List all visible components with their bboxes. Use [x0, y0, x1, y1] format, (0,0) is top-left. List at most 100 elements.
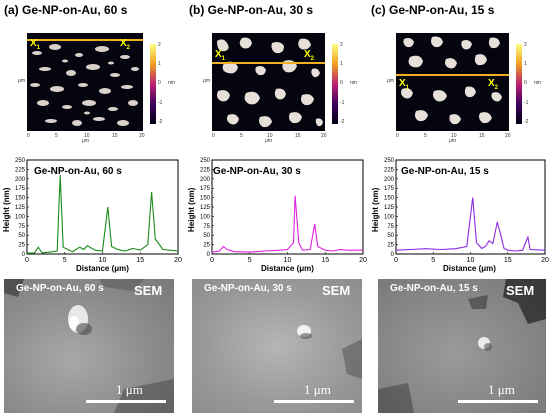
x-tick-label: 10 — [467, 257, 475, 264]
x-tick-label: 20 — [359, 257, 367, 264]
sem-c-scalebar — [458, 400, 538, 403]
sem-image-b: Ge-NP-on-Au, 30 s SEM 1 μm — [192, 279, 362, 413]
y-tick-label: 0 — [391, 252, 395, 258]
y-tick-label: 100 — [15, 214, 26, 220]
y-tick-label: 0 — [207, 252, 211, 258]
panel-c-title: (c) Ge-NP-on-Au, 15 s — [371, 3, 495, 17]
plot-c-xlabel: Distance (μm) — [443, 264, 496, 273]
x-tick-label: 15 — [321, 257, 329, 264]
sem-grains-a — [4, 279, 174, 413]
y-tick-label: 25 — [203, 243, 210, 249]
panel-b-title: (b) Ge-NP-on-Au, 30 s — [189, 3, 314, 17]
panel-c: (c) Ge-NP-on-Au, 15 s X1 X2 2 1 0 -1 -2 … — [371, 3, 541, 144]
y-tick-label: 150 — [200, 196, 211, 202]
sem-b-scalebar — [274, 400, 354, 403]
y-tick-label: 100 — [384, 214, 395, 220]
y-tick-label: 250 — [200, 158, 211, 164]
sem-b-label: Ge-NP-on-Au, 30 s — [204, 283, 292, 294]
sem-a-scalebar — [86, 400, 166, 403]
colorbar-c — [516, 44, 522, 124]
y-tick-label: 75 — [203, 224, 210, 230]
height-profile-line — [395, 197, 546, 252]
profile-chart-b: 0 25 50 75 100 125 150 175 200 225 250 0 5 10 15 20 — [200, 158, 367, 264]
profile-plot-a: 0 25 50 75 100 125 150 175 200 225 250 0 5 10 15 20 Ge-… — [0, 150, 183, 275]
height-profile-line — [211, 195, 363, 253]
y-tick-label: 200 — [384, 177, 395, 183]
sem-grains-b — [297, 325, 362, 379]
y-tick-label: 50 — [18, 233, 25, 239]
plot-a-label: Ge-NP-on-Au, 60 s — [34, 166, 122, 177]
colorbar-unit-b: nm — [350, 80, 357, 86]
y-tick-label: 125 — [384, 205, 395, 211]
x-tick-label: 5 — [248, 257, 252, 264]
y-tick-label: 0 — [22, 252, 26, 258]
sem-c-label: Ge-NP-on-Au, 15 s — [390, 283, 478, 294]
sem-image-a: Ge-NP-on-Au, 60 s SEM 1 μm — [4, 279, 174, 413]
y-tick-label: 100 — [200, 214, 211, 220]
x2-marker-a: X2 — [120, 38, 131, 51]
profile-plot-c: 0 25 50 75 100 125 150 175 200 225 250 0 5 10 15 20 Ge-… — [369, 150, 550, 275]
y-tick-label: 125 — [15, 205, 26, 211]
y-tick-label: 175 — [200, 186, 211, 192]
panel-a: (a) Ge-NP-on-Au, 60 s X1 X2 2 1 0 -1 -2 … — [4, 3, 175, 144]
y-tick-label: 75 — [387, 224, 394, 230]
x-tick-label: 0 — [210, 257, 214, 264]
afm-particles-a — [27, 39, 143, 126]
y-tick-label: 225 — [200, 167, 211, 173]
y-tick-label: 25 — [18, 243, 25, 249]
x-tick-label: 15 — [504, 257, 512, 264]
afm-xunit-b: μm — [265, 138, 273, 144]
afm-yunit-a: μm — [18, 78, 26, 84]
y-tick-label: 200 — [15, 177, 26, 183]
y-tick-label: 150 — [15, 196, 26, 202]
x-tick-label: 0 — [394, 257, 398, 264]
sem-b-tag: SEM — [322, 283, 351, 298]
afm-xunit-a: μm — [82, 138, 90, 144]
x1-marker-a: X1 — [30, 38, 41, 51]
colorbar-b — [332, 44, 338, 124]
profile-chart-a: 0 25 50 75 100 125 150 175 200 225 250 0 5 10 15 20 — [15, 158, 182, 264]
x1-marker-c: X1 — [399, 78, 410, 91]
y-tick-label: 250 — [15, 158, 26, 164]
y-tick-label: 225 — [15, 167, 26, 173]
plot-b-label: Ge-NP-on-Au, 30 s — [213, 166, 301, 177]
panel-a-title: (a) Ge-NP-on-Au, 60 s — [4, 3, 128, 17]
y-tick-label: 125 — [200, 205, 211, 211]
y-tick-label: 175 — [15, 186, 26, 192]
x-tick-label: 5 — [431, 257, 435, 264]
y-tick-label: 150 — [384, 196, 395, 202]
colorbar-a — [150, 44, 156, 124]
sem-c-tag: SEM — [506, 283, 535, 298]
x-tick-label: 20 — [541, 257, 549, 264]
x-tick-label: 10 — [284, 257, 292, 264]
x2-marker-b: X2 — [304, 49, 315, 62]
afm-yunit-b: μm — [203, 78, 211, 84]
y-tick-label: 200 — [200, 177, 211, 183]
panel-b: (b) Ge-NP-on-Au, 30 s X1 X2 2 1 0 -1 -2 … — [189, 3, 357, 144]
plot-a-xlabel: Distance (μm) — [76, 264, 129, 273]
x1-marker-b: X1 — [215, 49, 226, 62]
plot-a-ylabel: Height (nm) — [2, 187, 11, 232]
afm-particles-c — [396, 36, 509, 125]
colorbar-unit-a: nm — [168, 80, 175, 86]
y-tick-label: 250 — [384, 158, 395, 164]
y-tick-label: 50 — [203, 233, 210, 239]
afm-yunit-c: μm — [387, 78, 395, 84]
afm-map-b: X1 X2 — [212, 33, 325, 131]
afm-map-a: X1 X2 — [27, 33, 143, 131]
y-tick-label: 175 — [384, 186, 395, 192]
x2-marker-c: X2 — [488, 78, 499, 91]
y-tick-label: 25 — [387, 243, 394, 249]
colorbar-unit-c: nm — [534, 80, 541, 86]
sem-c-scale-label: 1 μm — [488, 382, 515, 397]
sem-a-scale-label: 1 μm — [116, 382, 143, 397]
sem-b-scale-label: 1 μm — [304, 382, 331, 397]
plot-b-xlabel: Distance (μm) — [261, 264, 314, 273]
x-tick-label: 15 — [136, 257, 144, 264]
height-profile-line — [26, 174, 179, 254]
afm-xunit-c: μm — [449, 138, 457, 144]
plot-c-label: Ge-NP-on-Au, 15 s — [401, 166, 489, 177]
y-tick-label: 75 — [18, 224, 25, 230]
sem-image-c: Ge-NP-on-Au, 15 s SEM 1 μm — [378, 279, 546, 413]
x-tick-label: 20 — [174, 257, 182, 264]
